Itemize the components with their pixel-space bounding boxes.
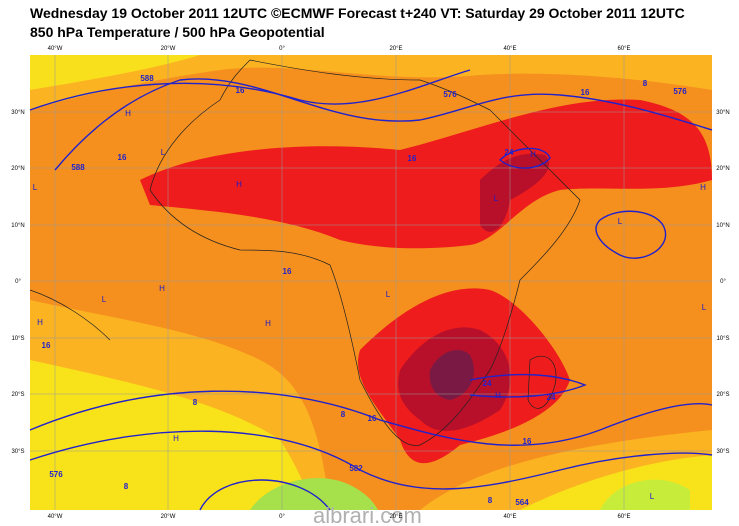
- lat-label: 20°N: [716, 166, 729, 172]
- pressure-label: H: [236, 180, 242, 189]
- lon-label: 20°W: [161, 46, 176, 52]
- pressure-label: L: [161, 148, 166, 157]
- subtitle: 850 hPa Temperature / 500 hPa Geopotenti…: [30, 24, 325, 40]
- pressure-label: H: [37, 318, 43, 327]
- contour-label: 576: [443, 90, 457, 99]
- lon-label: 20°E: [389, 514, 402, 520]
- lat-label: 30°S: [11, 449, 24, 455]
- lon-label: 20°E: [389, 46, 402, 52]
- contour-label: 588: [71, 163, 85, 172]
- watermark: albrari.com: [313, 503, 422, 526]
- lat-label: 30°N: [11, 110, 24, 116]
- contour-label: 16: [408, 154, 417, 163]
- contour-label: 8: [341, 410, 346, 419]
- pressure-label: H: [700, 183, 706, 192]
- contour-label: 24: [483, 379, 492, 388]
- lat-label: 30°S: [716, 449, 729, 455]
- lat-label: 10°N: [11, 223, 24, 229]
- pressure-label: L: [33, 183, 38, 192]
- lon-label: 0°: [279, 46, 285, 52]
- lon-label: 40°E: [503, 46, 516, 52]
- lat-label: 20°N: [11, 166, 24, 172]
- pressure-label: H: [173, 434, 179, 443]
- contour-label: 24: [505, 148, 514, 157]
- map-field: [30, 55, 712, 510]
- contour-label: 8: [193, 398, 198, 407]
- lon-label: 60°E: [617, 514, 630, 520]
- contour-label: 588: [140, 74, 154, 83]
- contour-label: 576: [49, 470, 63, 479]
- pressure-label: L: [494, 194, 499, 203]
- contour-label: 8: [488, 496, 493, 505]
- contour-label: 8: [643, 79, 648, 88]
- lon-label: 60°E: [617, 46, 630, 52]
- pressure-label: L: [386, 290, 391, 299]
- contour-label: 16: [236, 86, 245, 95]
- contour-label: 16: [368, 414, 377, 423]
- graticule: [30, 55, 712, 510]
- pressure-label: H: [530, 150, 536, 159]
- pressure-label: L: [618, 217, 623, 226]
- lon-label: 40°W: [48, 46, 63, 52]
- pressure-label: L: [650, 492, 655, 501]
- lon-label: 40°E: [503, 514, 516, 520]
- lon-label: 40°W: [48, 514, 63, 520]
- pressure-label: H: [495, 391, 501, 400]
- lat-label: 10°S: [716, 336, 729, 342]
- lat-label: 0°: [15, 279, 21, 285]
- lat-label: 20°S: [11, 392, 24, 398]
- pressure-label: H: [265, 319, 271, 328]
- geopotential-contours: [29, 69, 713, 511]
- contour-label: 16: [523, 437, 532, 446]
- lat-label: 10°S: [11, 336, 24, 342]
- contour-label: 8: [124, 482, 129, 491]
- lat-label: 10°N: [716, 223, 729, 229]
- lat-label: 20°S: [716, 392, 729, 398]
- contour-label: 24: [547, 393, 556, 402]
- pressure-label: L: [702, 303, 707, 312]
- contour-label: 16: [581, 88, 590, 97]
- contour-label: 16: [283, 267, 292, 276]
- contour-label: 16: [118, 153, 127, 162]
- pressure-label: H: [125, 109, 131, 118]
- contour-label: 16: [42, 341, 51, 350]
- lat-label: 0°: [720, 279, 726, 285]
- contour-label: 582: [349, 464, 363, 473]
- contour-label: 576: [673, 87, 687, 96]
- pressure-label: H: [159, 284, 165, 293]
- title: Wednesday 19 October 2011 12UTC ©ECMWF F…: [30, 5, 685, 21]
- lon-label: 0°: [279, 514, 285, 520]
- lon-label: 20°W: [161, 514, 176, 520]
- contour-label: 564: [515, 498, 529, 507]
- pressure-label: L: [102, 295, 107, 304]
- lat-label: 30°N: [716, 110, 729, 116]
